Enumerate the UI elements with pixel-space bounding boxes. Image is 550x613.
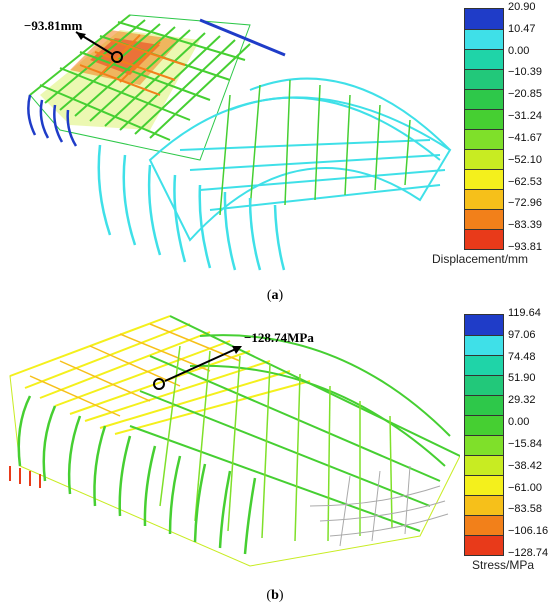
displacement-legend-label: −72.96 — [508, 197, 542, 210]
displacement-model-render — [27, 14, 452, 271]
displacement-legend-label: 0.00 — [508, 44, 530, 57]
stress-color-cell — [465, 435, 503, 455]
displacement-legend-label: 20.90 — [508, 1, 536, 13]
stress-legend-label: −61.00 — [508, 481, 542, 494]
displacement-color-cell — [465, 29, 503, 49]
annotation-marker-a — [111, 51, 123, 63]
stress-color-cell — [465, 355, 503, 375]
stress-color-cell — [465, 535, 503, 555]
displacement-color-cell — [465, 209, 503, 229]
displacement-legend-label: −20.85 — [508, 88, 542, 101]
displacement-legend-label: −52.10 — [508, 153, 542, 166]
displacement-color-cell — [465, 9, 503, 29]
displacement-panel: −93.81mm 20.90 10.47 0.00 −10.39 −20.85 −31.2… — [0, 0, 550, 303]
column-bases — [9, 466, 41, 488]
stress-legend-title: Stress/MPa — [472, 558, 535, 572]
stress-legend-label: 97.06 — [508, 328, 536, 341]
stress-legend-label: −15.84 — [508, 437, 542, 450]
displacement-legend-label: −83.39 — [508, 219, 542, 232]
stress-legend: 119.64 97.06 74.48 51.90 29.32 0.00 −15.84 −38.… — [464, 307, 550, 559]
stress-color-cell — [465, 455, 503, 475]
stress-color-cell — [465, 335, 503, 355]
stress-grid-main — [129, 315, 460, 532]
stress-legend-label: −83.58 — [508, 503, 542, 516]
displacement-legend-label: 10.47 — [508, 22, 536, 35]
stress-legend-label: 0.00 — [508, 416, 530, 429]
stress-color-cell — [465, 315, 503, 335]
stress-color-bar — [464, 314, 504, 556]
stress-color-cell — [465, 515, 503, 535]
displacement-legend-label: −10.39 — [508, 66, 542, 79]
stress-color-cell — [465, 475, 503, 495]
stress-legend-label: 119.64 — [508, 307, 541, 319]
caption-b: (b) — [266, 588, 284, 603]
stress-legend-label: −38.42 — [508, 459, 542, 472]
displacement-legend-title: Displacement/mm — [432, 252, 529, 266]
roof-dome-right — [148, 96, 452, 242]
annotation-arrow-b — [164, 347, 239, 382]
stress-legend-label: 51.90 — [508, 372, 536, 385]
displacement-color-cell — [465, 69, 503, 89]
displacement-legend-label: −62.53 — [508, 175, 542, 188]
stress-color-cell — [465, 495, 503, 515]
displacement-color-cell — [465, 229, 503, 249]
stress-panel: −128.74MPa 119.64 97.06 74.48 51.90 29.32 0.0… — [0, 306, 550, 603]
max-stress-annotation: −128.74MPa — [244, 330, 314, 345]
displacement-color-cell — [465, 169, 503, 189]
roof-grid-right — [179, 77, 451, 211]
stress-legend-label: −128.74 — [508, 547, 549, 559]
stress-legend-label: −106.16 — [508, 525, 549, 538]
displacement-color-cell — [465, 109, 503, 129]
stress-color-cell — [465, 375, 503, 395]
displacement-color-cell — [465, 89, 503, 109]
displacement-legend-label: −31.24 — [508, 110, 542, 123]
displacement-color-cell — [465, 49, 503, 69]
displacement-legend: 20.90 10.47 0.00 −10.39 −20.85 −31.24 −41.67 −5… — [464, 1, 550, 253]
caption-a: (a) — [266, 288, 284, 303]
displacement-color-cell — [465, 149, 503, 169]
displacement-color-cell — [465, 129, 503, 149]
roof-surface-stress — [9, 315, 460, 567]
displacement-color-bar — [464, 8, 504, 250]
displacement-legend-label: −93.81 — [508, 241, 542, 253]
stress-model-render — [9, 315, 460, 567]
stress-legend-label: 29.32 — [508, 394, 536, 407]
annotation-marker-b — [153, 378, 165, 390]
stress-legend-label: 74.48 — [508, 350, 536, 363]
stress-color-cell — [465, 395, 503, 415]
displacement-color-cell — [465, 189, 503, 209]
displacement-legend-label: −41.67 — [508, 131, 542, 144]
unstressed-section — [309, 465, 449, 547]
front-columns-stress — [17, 395, 257, 555]
max-displacement-annotation: −93.81mm — [24, 18, 83, 33]
front-columns — [97, 144, 286, 271]
end-ribs-left — [27, 94, 78, 147]
stress-color-cell — [465, 415, 503, 435]
